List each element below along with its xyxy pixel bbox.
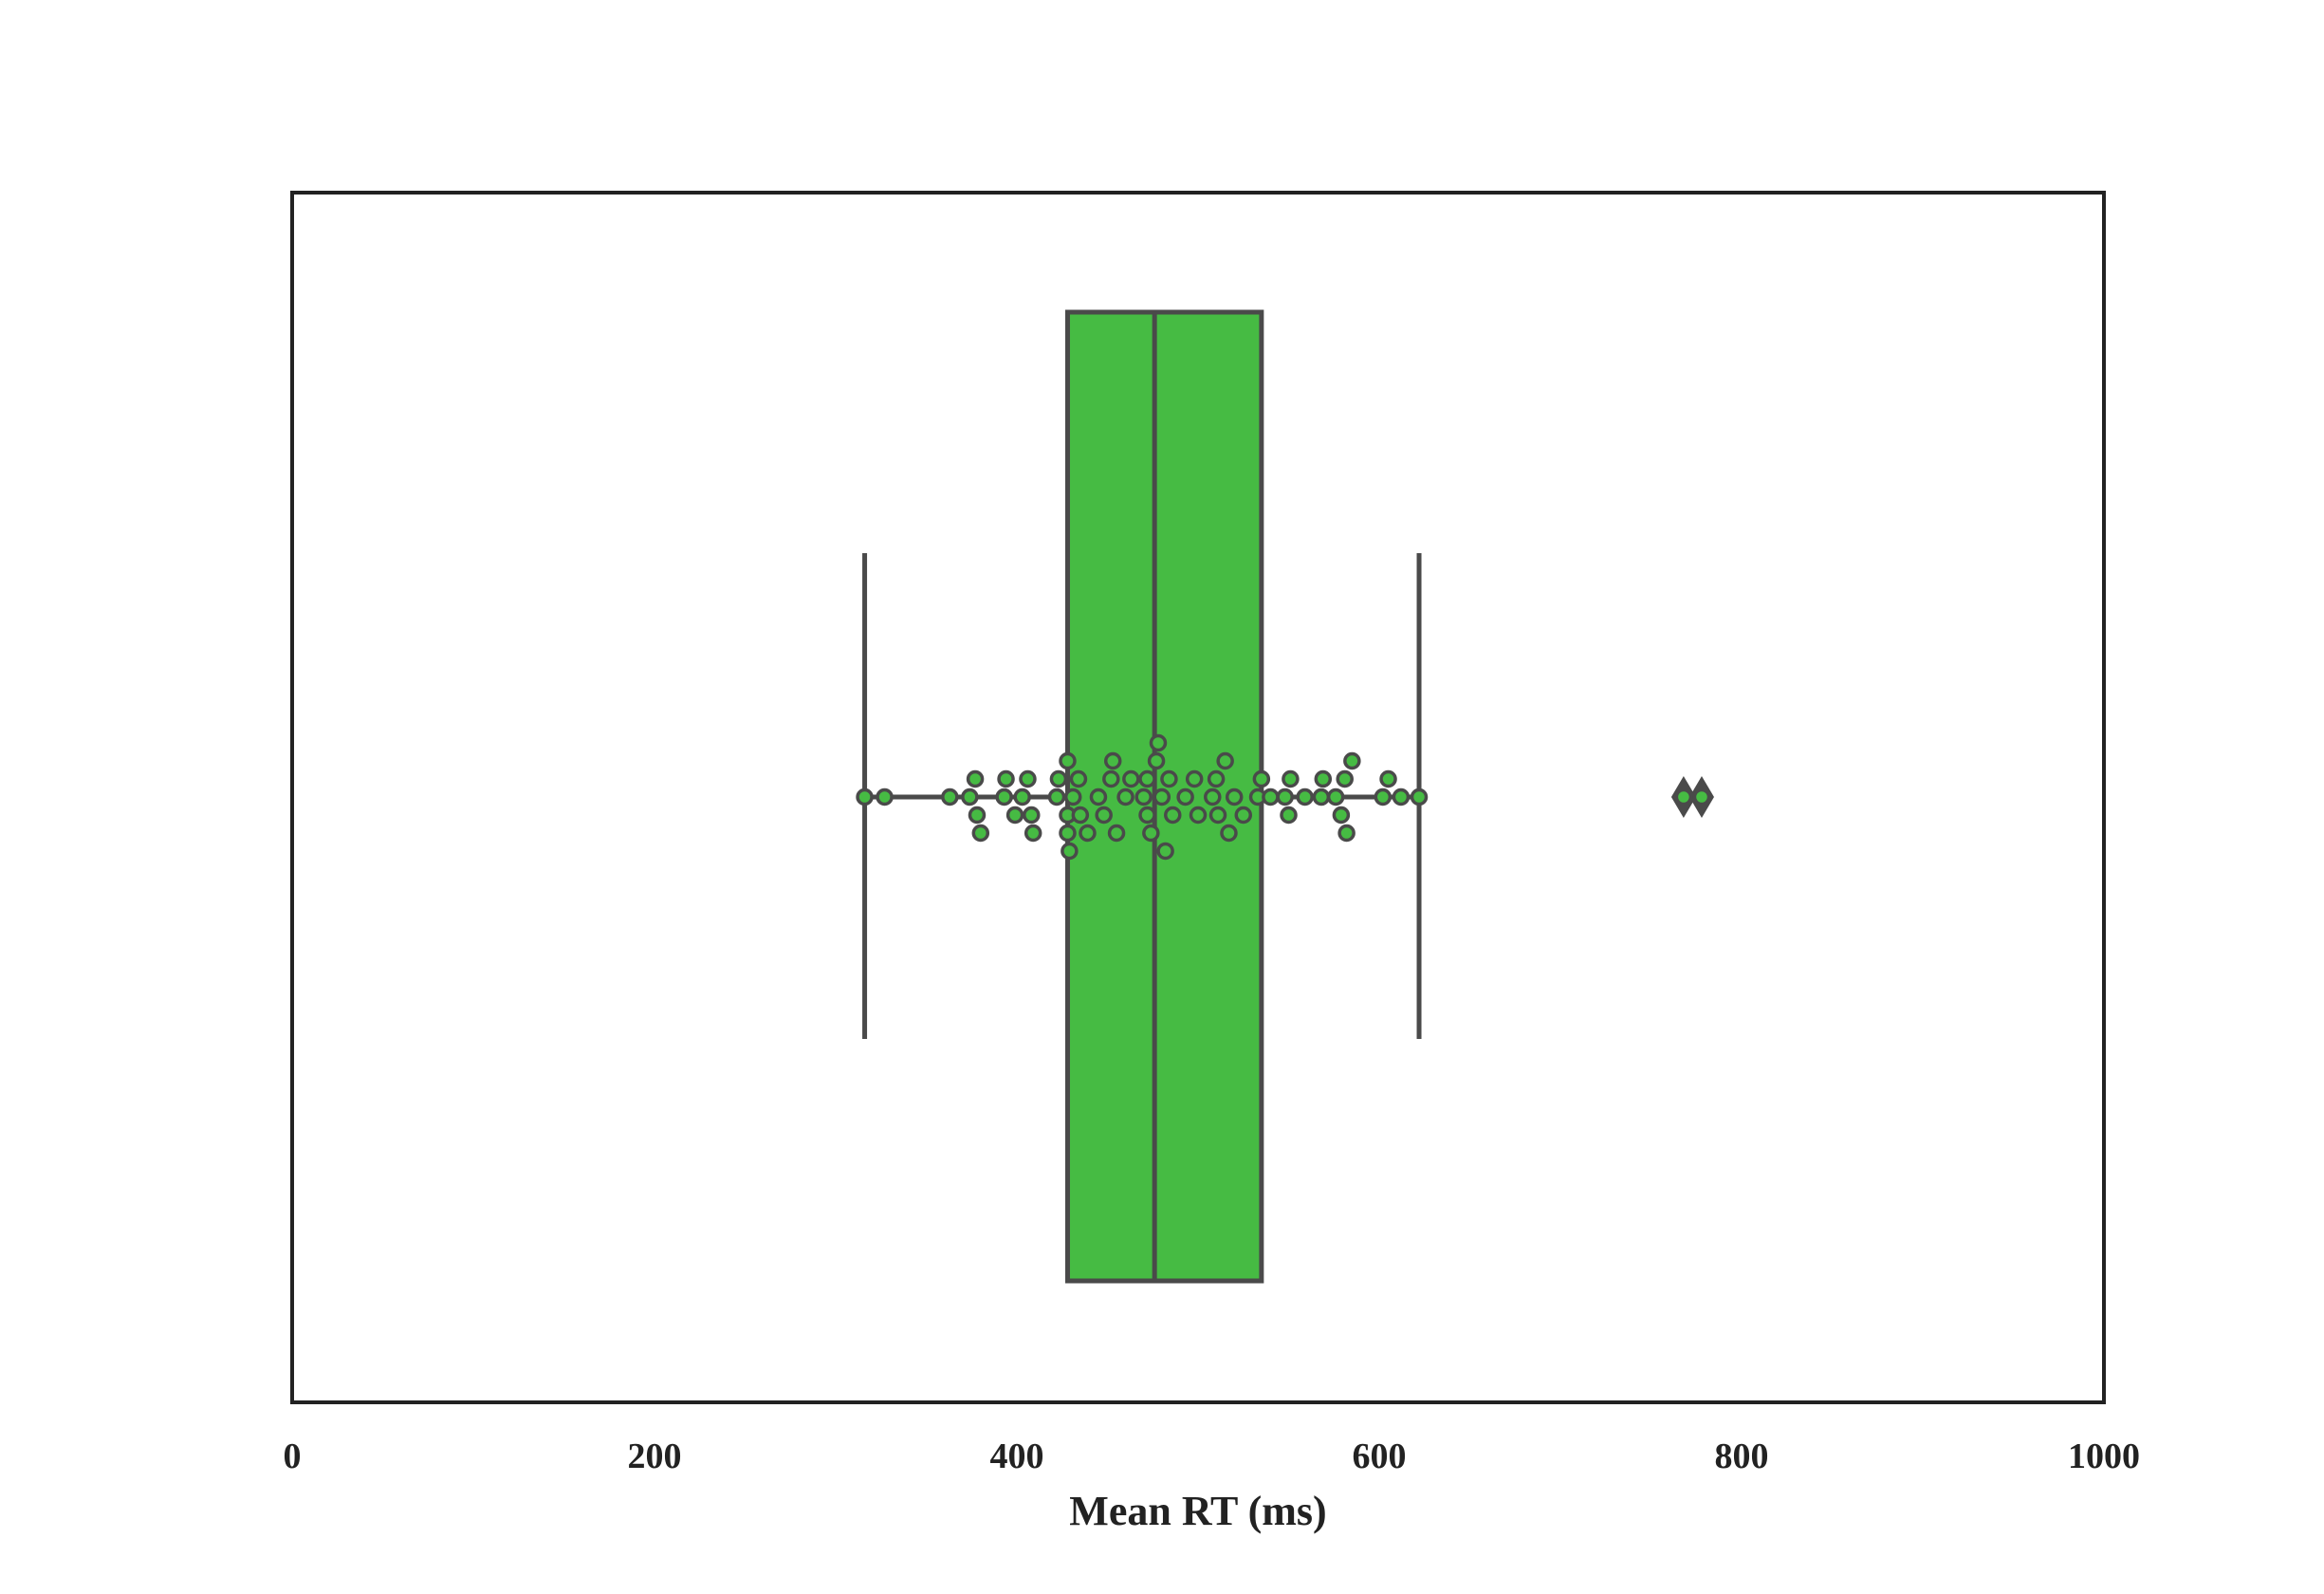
- data-point-17: [1059, 751, 1077, 770]
- data-point-58: [1312, 788, 1331, 806]
- data-point-10: [1013, 788, 1031, 806]
- data-point-14: [1047, 788, 1066, 806]
- data-point-56: [1282, 769, 1300, 788]
- data-point-8: [997, 769, 1015, 788]
- data-point-7: [995, 788, 1013, 806]
- data-point-41: [1176, 788, 1194, 806]
- data-point-22: [1071, 806, 1090, 825]
- data-point-5: [968, 806, 987, 825]
- data-point-55: [1280, 806, 1298, 825]
- data-point-53: [1262, 788, 1280, 806]
- data-point-57: [1296, 788, 1314, 806]
- data-point-46: [1208, 806, 1227, 825]
- data-point-9: [1005, 806, 1024, 825]
- data-point-37: [1153, 788, 1171, 806]
- data-point-64: [1343, 751, 1361, 770]
- data-point-66: [1379, 769, 1397, 788]
- data-point-1: [876, 788, 894, 806]
- x-tick-label-4: 800: [1715, 1436, 1769, 1476]
- data-point-18: [1059, 824, 1077, 843]
- plot-marks: [856, 309, 1714, 1284]
- x-tick-label-2: 400: [990, 1436, 1044, 1476]
- x-tick-label-3: 600: [1353, 1436, 1407, 1476]
- data-point-11: [1019, 769, 1037, 788]
- data-point-65: [1374, 788, 1393, 806]
- data-point-61: [1332, 806, 1351, 825]
- plot-frame: [290, 191, 2106, 1404]
- data-point-13: [1024, 824, 1042, 843]
- data-point-26: [1102, 769, 1120, 788]
- data-point-45: [1207, 769, 1226, 788]
- x-axis-title: Mean RT (ms): [1069, 1488, 1326, 1534]
- x-tick-label-5: 1000: [2068, 1436, 2140, 1476]
- data-point-6: [971, 824, 990, 843]
- data-point-48: [1220, 824, 1238, 843]
- data-point-20: [1063, 788, 1082, 806]
- data-point-4: [966, 769, 985, 788]
- data-point-31: [1134, 788, 1153, 806]
- data-point-40: [1164, 806, 1182, 825]
- data-point-32: [1138, 769, 1156, 788]
- x-axis-ticks: 0 200 400 600 800 1000: [284, 1436, 2141, 1476]
- data-point-25: [1095, 806, 1113, 825]
- data-point-63: [1337, 824, 1356, 843]
- data-point-54: [1276, 788, 1294, 806]
- data-point-24: [1089, 788, 1108, 806]
- data-point-68: [1410, 788, 1429, 806]
- data-point-42: [1185, 769, 1204, 788]
- data-point-27: [1103, 751, 1122, 770]
- data-point-33: [1138, 806, 1156, 825]
- x-tick-label-0: 0: [284, 1436, 302, 1476]
- data-point-49: [1225, 788, 1244, 806]
- x-tick-label-1: 200: [628, 1436, 682, 1476]
- data-point-50: [1234, 806, 1252, 825]
- data-point-34: [1142, 824, 1160, 843]
- data-point-21: [1069, 769, 1088, 788]
- data-point-15: [1049, 769, 1068, 788]
- data-point-19: [1061, 842, 1079, 861]
- data-point-52: [1252, 769, 1271, 788]
- data-point-36: [1149, 733, 1168, 752]
- data-point-23: [1079, 824, 1097, 843]
- data-point-30: [1122, 769, 1140, 788]
- data-point-70: [1692, 788, 1711, 806]
- data-point-67: [1392, 788, 1411, 806]
- data-point-2: [941, 788, 959, 806]
- data-point-29: [1116, 788, 1134, 806]
- data-point-60: [1326, 788, 1345, 806]
- data-point-0: [856, 788, 874, 806]
- data-point-38: [1156, 842, 1174, 861]
- data-point-43: [1189, 806, 1208, 825]
- data-point-44: [1204, 788, 1222, 806]
- data-point-62: [1336, 769, 1354, 788]
- data-point-35: [1147, 751, 1166, 770]
- data-point-39: [1160, 769, 1178, 788]
- data-point-69: [1674, 788, 1693, 806]
- data-point-28: [1107, 824, 1126, 843]
- data-point-3: [961, 788, 979, 806]
- data-point-59: [1314, 769, 1333, 788]
- data-point-47: [1216, 751, 1234, 770]
- data-point-12: [1023, 806, 1041, 825]
